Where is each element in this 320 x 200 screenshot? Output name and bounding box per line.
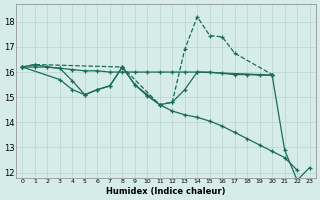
X-axis label: Humidex (Indice chaleur): Humidex (Indice chaleur) bbox=[106, 187, 226, 196]
